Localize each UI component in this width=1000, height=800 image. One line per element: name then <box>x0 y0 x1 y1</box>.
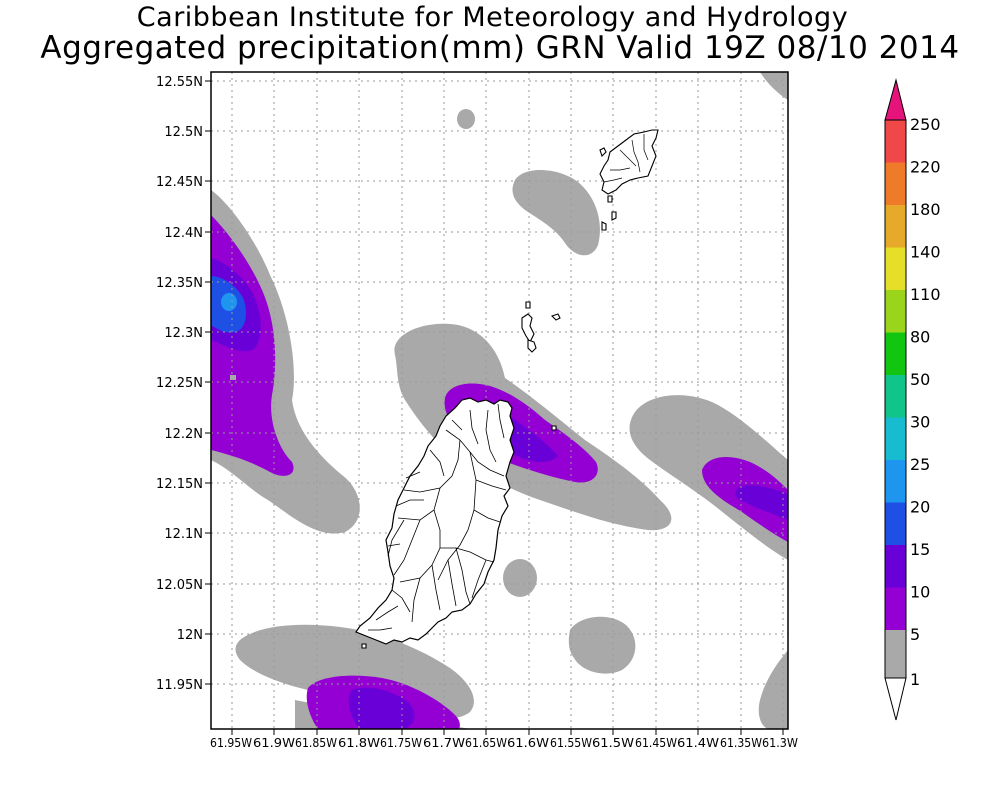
lon-label: 61.45W <box>635 736 677 750</box>
lat-label: 12.35N <box>156 276 203 291</box>
map-frame <box>210 71 789 730</box>
precip-20-25mm <box>221 293 237 311</box>
colorbar-top-arrow <box>884 78 907 121</box>
lat-label: 12.55N <box>156 75 203 90</box>
lat-ticks <box>205 80 211 685</box>
lon-label: 61.55W <box>550 736 592 750</box>
colorbar-label: 250 <box>910 115 941 134</box>
lon-label: 61.5W <box>592 736 634 750</box>
grenadine-islands <box>361 129 659 649</box>
carriacou-island <box>599 129 659 195</box>
colorbar-label: 220 <box>910 158 941 177</box>
lat-label: 11.95N <box>156 678 203 693</box>
lon-label: 61.65W <box>465 736 507 750</box>
colorbar-label: 50 <box>910 370 930 389</box>
colorbar-label: 25 <box>910 455 930 474</box>
islet-9 <box>361 643 367 649</box>
lon-label: 61.85W <box>295 736 337 750</box>
islet-4 <box>527 339 537 353</box>
colorbar-label: 140 <box>910 243 941 262</box>
lat-label: 12.4N <box>164 226 203 241</box>
lat-label: 12.2N <box>164 427 203 442</box>
lon-label: 61.7W <box>423 736 465 750</box>
colorbar-label: 80 <box>910 328 930 347</box>
grenada-island <box>355 397 515 645</box>
colorbar-swatch-110-140 <box>885 247 906 290</box>
colorbar-swatch-25-30 <box>885 417 906 460</box>
islet-6 <box>525 301 531 309</box>
lat-label: 12.25N <box>156 376 203 391</box>
lat-label: 12.1N <box>164 527 203 542</box>
precip-area-south-heavy <box>348 687 415 729</box>
colorbar-swatch-220-250 <box>885 120 906 163</box>
lon-label: 61.8W <box>338 736 380 750</box>
lon-label: 61.6W <box>507 736 549 750</box>
lat-label: 12.15N <box>156 477 203 492</box>
parish-boundaries <box>368 403 507 631</box>
lon-label: 61.75W <box>380 736 422 750</box>
lon-ticks <box>231 729 784 735</box>
chart-title-product: Aggregated precipitation(mm) GRN Valid 1… <box>40 30 960 66</box>
islet-8 <box>551 425 557 431</box>
colorbar-label: 5 <box>910 625 920 644</box>
petite-martinique <box>599 147 607 158</box>
precip-area-small-south <box>503 559 537 597</box>
precip-isolated-pixel <box>230 375 236 380</box>
precip-area-southeast <box>568 616 636 674</box>
colorbar-label: 30 <box>910 413 930 432</box>
islet-7 <box>607 195 613 203</box>
colorbar-swatch-1-5 <box>885 630 906 678</box>
lat-label: 12.5N <box>164 125 203 140</box>
lat-labels: 12.55N 12.5N 12.45N 12.4N 12.35N 12.3N 1… <box>156 75 203 693</box>
lon-label: 61.95W <box>210 736 252 750</box>
chart-title-institute: Caribbean Institute for Meteorology and … <box>136 2 849 33</box>
colorbar-swatch-15-20 <box>885 502 906 545</box>
islet-5 <box>550 313 561 321</box>
colorbar-swatch-30-50 <box>885 375 906 418</box>
islet-2 <box>601 221 607 231</box>
coastlines <box>355 129 659 649</box>
colorbar: 250 220 180 140 110 80 50 30 25 20 15 10… <box>884 78 941 721</box>
precipitation-fields <box>211 72 788 729</box>
colorbar-bottom-arrow <box>884 677 907 721</box>
colorbar-label: 15 <box>910 540 930 559</box>
colorbar-swatch-10-15 <box>885 545 906 588</box>
colorbar-swatch-180-220 <box>885 162 906 205</box>
precip-area-east-heavy <box>735 485 788 520</box>
lat-label: 12.3N <box>164 326 203 341</box>
colorbar-label: 180 <box>910 200 941 219</box>
lon-labels: 61.95W 61.9W 61.85W 61.8W 61.75W 61.7W 6… <box>210 736 798 750</box>
lat-label: 12N <box>177 628 203 643</box>
colorbar-swatch-5-10 <box>885 587 906 630</box>
lat-label: 12.05N <box>156 578 203 593</box>
lat-label: 12.45N <box>156 175 203 190</box>
precip-area-northeast <box>512 170 600 256</box>
precip-area-bottom-right <box>758 650 788 729</box>
colorbar-label: 10 <box>910 583 930 602</box>
lon-label: 61.9W <box>253 736 295 750</box>
precip-area-islet <box>457 109 475 129</box>
islet-3 <box>521 313 535 344</box>
islet-1 <box>611 211 617 221</box>
colorbar-swatch-50-80 <box>885 332 906 375</box>
colorbar-swatch-140-180 <box>885 205 906 248</box>
lon-label: 61.4W <box>677 736 719 750</box>
colorbar-label: 1 <box>910 670 920 689</box>
colorbar-label: 110 <box>910 285 941 304</box>
precip-area-top-right <box>760 72 788 100</box>
lon-label: 61.35W <box>720 736 762 750</box>
lon-label: 61.3W <box>762 736 798 750</box>
colorbar-label: 20 <box>910 498 930 517</box>
colorbar-swatch-80-110 <box>885 290 906 333</box>
colorbar-swatch-20-25 <box>885 460 906 503</box>
